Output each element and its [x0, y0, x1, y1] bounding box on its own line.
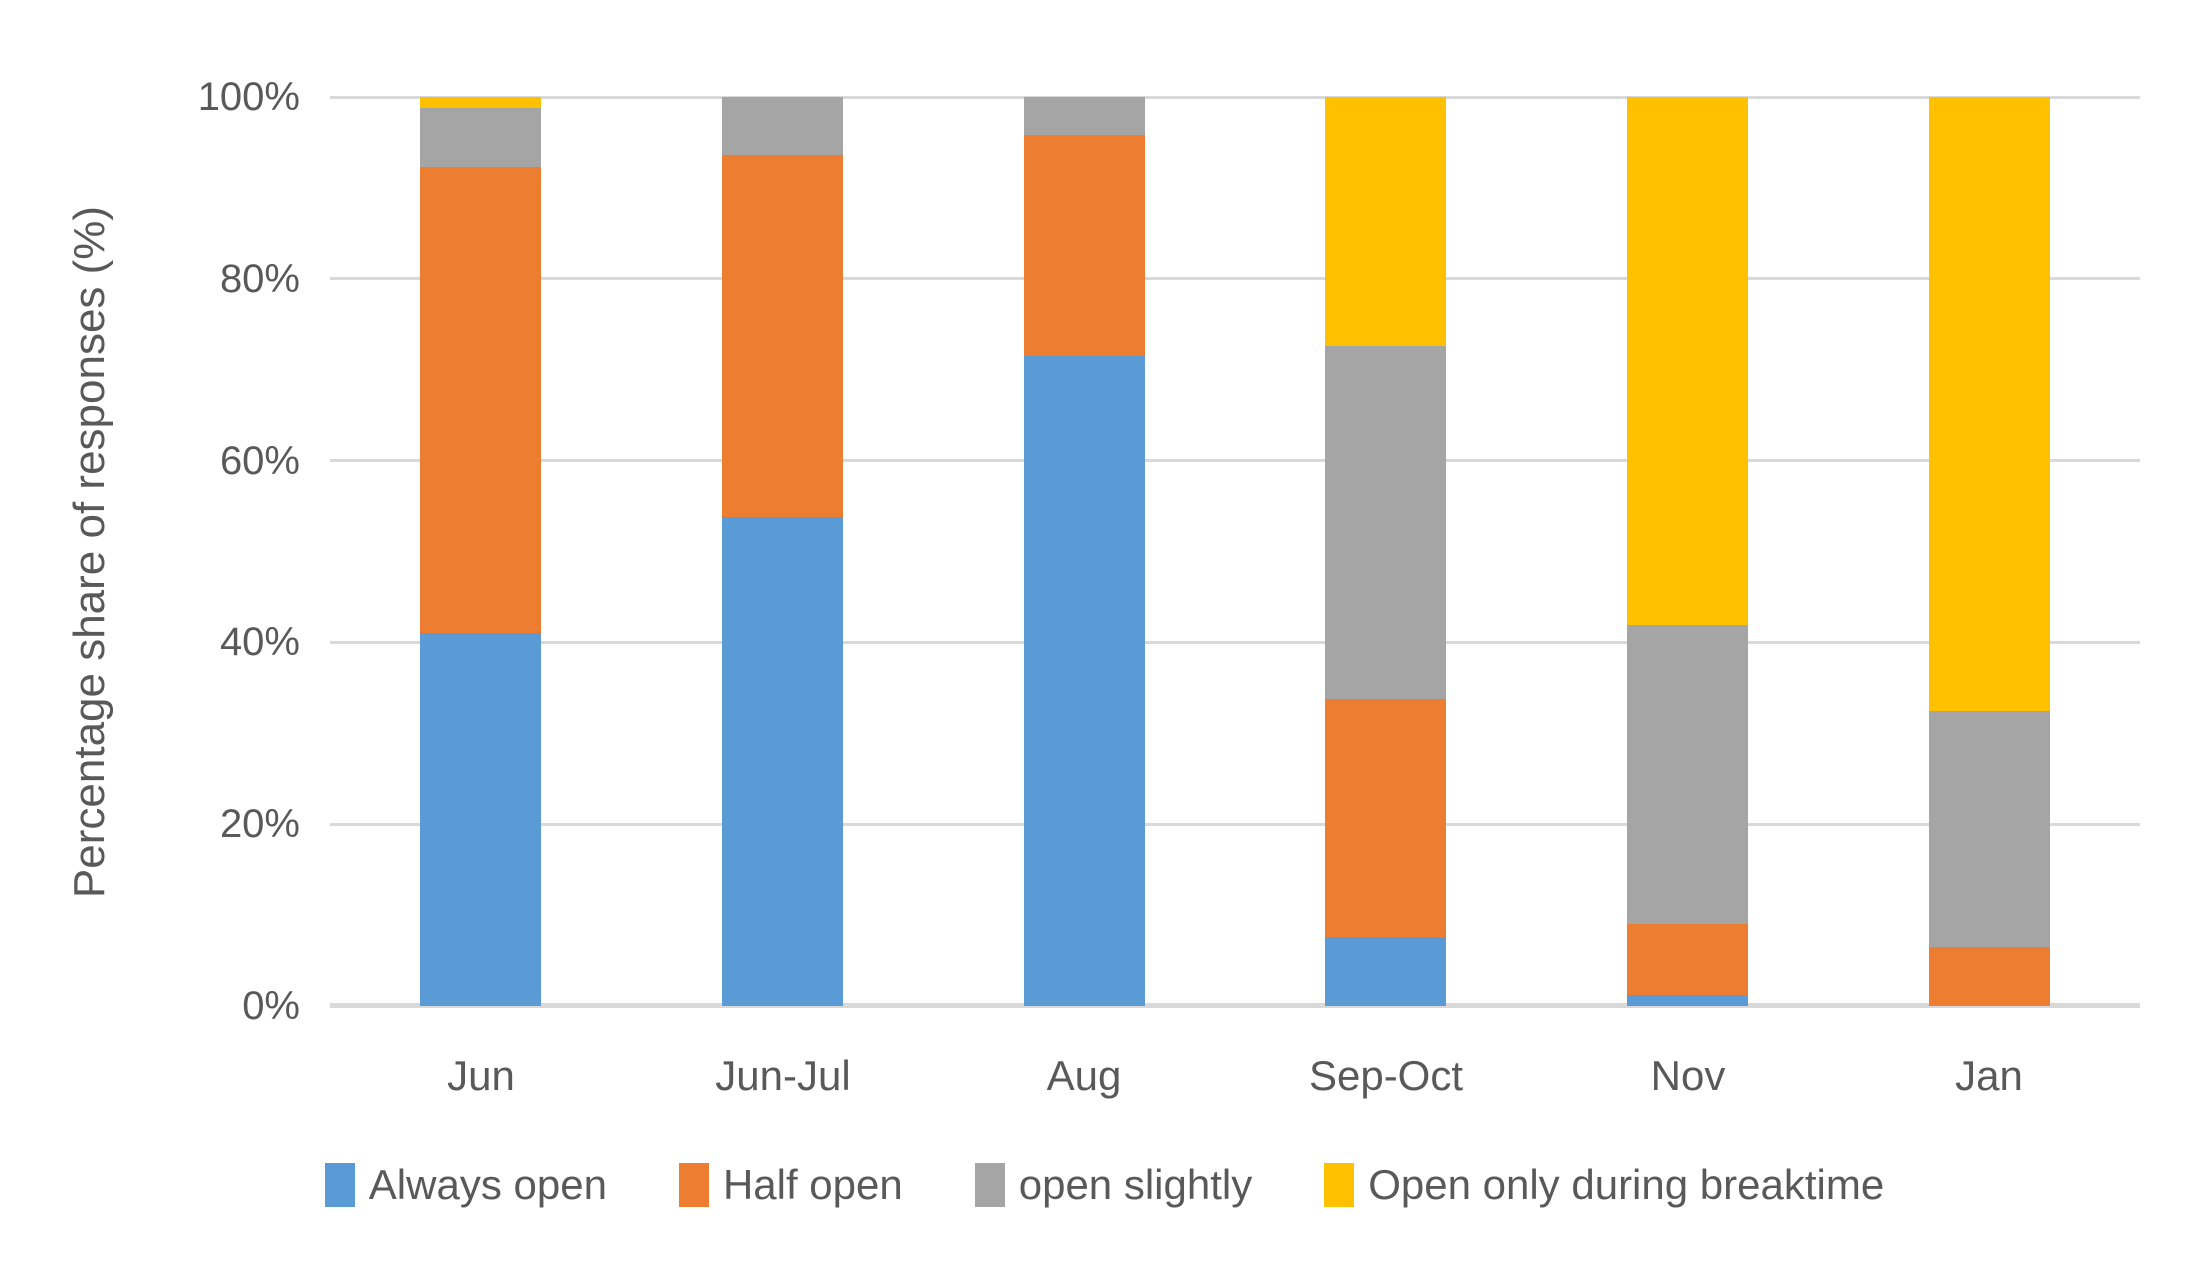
bar-slot-jun-jul	[632, 97, 934, 1006]
legend-item-always-open: Always open	[324, 1160, 607, 1210]
y-axis-title: Percentage share of responses (%)	[65, 205, 115, 898]
segment-open-slightly	[1627, 625, 1749, 925]
bars-container	[330, 97, 2140, 1006]
y-tick-80: 80%	[219, 257, 300, 301]
gridline-40	[330, 641, 2140, 644]
bar-slot-jun	[330, 97, 632, 1006]
legend-item-open-slightly: open slightly	[974, 1160, 1253, 1210]
x-label-jan: Jan	[1955, 1052, 2023, 1099]
segment-half-open	[1627, 924, 1749, 996]
y-tick-100: 100%	[197, 75, 300, 119]
x-label-jun-jul: Jun-Jul	[715, 1052, 851, 1099]
gridline-80	[330, 277, 2140, 280]
legend-swatch-orange-icon	[678, 1163, 709, 1207]
legend-item-half-open: Half open	[678, 1160, 903, 1210]
segment-always-open	[1627, 995, 1749, 1006]
bar-slot-sep-oct	[1235, 97, 1537, 1006]
legend-swatch-yellow-icon	[1324, 1163, 1355, 1207]
stacked-bar-jun	[420, 97, 542, 1006]
legend-label: Half open	[722, 1161, 903, 1208]
bar-slot-aug	[933, 97, 1235, 1006]
bar-slot-nov	[1537, 97, 1839, 1006]
x-label-jun: Jun	[447, 1052, 515, 1099]
y-tick-20: 20%	[219, 802, 300, 846]
gridline-60	[330, 459, 2140, 462]
segment-half-open	[1325, 698, 1447, 937]
segment-open-slightly	[1023, 97, 1145, 136]
segment-always-open	[1325, 936, 1447, 1006]
gridline-100	[330, 96, 2140, 99]
stacked-bar-jan	[1928, 97, 2050, 1006]
segment-half-open	[1928, 946, 2050, 1006]
segment-open-only-during-breaktime	[1325, 97, 1447, 347]
x-label-nov: Nov	[1650, 1052, 1726, 1099]
segment-always-open	[420, 633, 542, 1006]
segment-always-open	[722, 516, 843, 1006]
legend-swatch-blue-icon	[324, 1163, 355, 1207]
x-label-sep-oct: Sep-Oct	[1308, 1052, 1464, 1099]
segment-open-slightly	[420, 107, 542, 167]
stacked-bar-nov	[1627, 97, 1749, 1006]
segment-open-only-during-breaktime	[1928, 97, 2050, 711]
legend: Always open Half open open slightly Open…	[0, 1160, 2209, 1210]
segment-half-open	[722, 155, 843, 517]
legend-label: Always open	[368, 1161, 607, 1208]
y-tick-60: 60%	[219, 439, 300, 483]
legend-item-open-breaktime: Open only during breaktime	[1324, 1160, 1884, 1210]
segment-half-open	[420, 167, 542, 634]
plot-area	[330, 96, 2140, 1008]
legend-swatch-gray-icon	[974, 1163, 1005, 1207]
y-tick-40: 40%	[219, 620, 300, 664]
segment-open-slightly	[1928, 710, 2050, 947]
stacked-bar-aug	[1023, 97, 1145, 1006]
x-label-aug: Aug	[1046, 1052, 1122, 1099]
x-axis-line	[330, 1003, 2140, 1008]
legend-label: open slightly	[1018, 1161, 1253, 1208]
segment-open-only-during-breaktime	[420, 97, 542, 108]
y-tick-0: 0%	[242, 984, 300, 1028]
segment-open-only-during-breaktime	[1627, 97, 1749, 626]
segment-open-slightly	[1325, 346, 1447, 699]
stacked-bar-sep-oct	[1325, 97, 1447, 1006]
legend-label: Open only during breaktime	[1368, 1161, 1885, 1208]
stacked-bar-jun-jul	[722, 97, 843, 1006]
y-axis-title-box: Percentage share of responses (%)	[55, 97, 125, 1006]
gridline-20	[330, 823, 2140, 826]
segment-always-open	[1023, 356, 1145, 1006]
segment-open-slightly	[722, 97, 843, 156]
bar-slot-jan	[1838, 97, 2140, 1006]
segment-half-open	[1023, 135, 1145, 357]
